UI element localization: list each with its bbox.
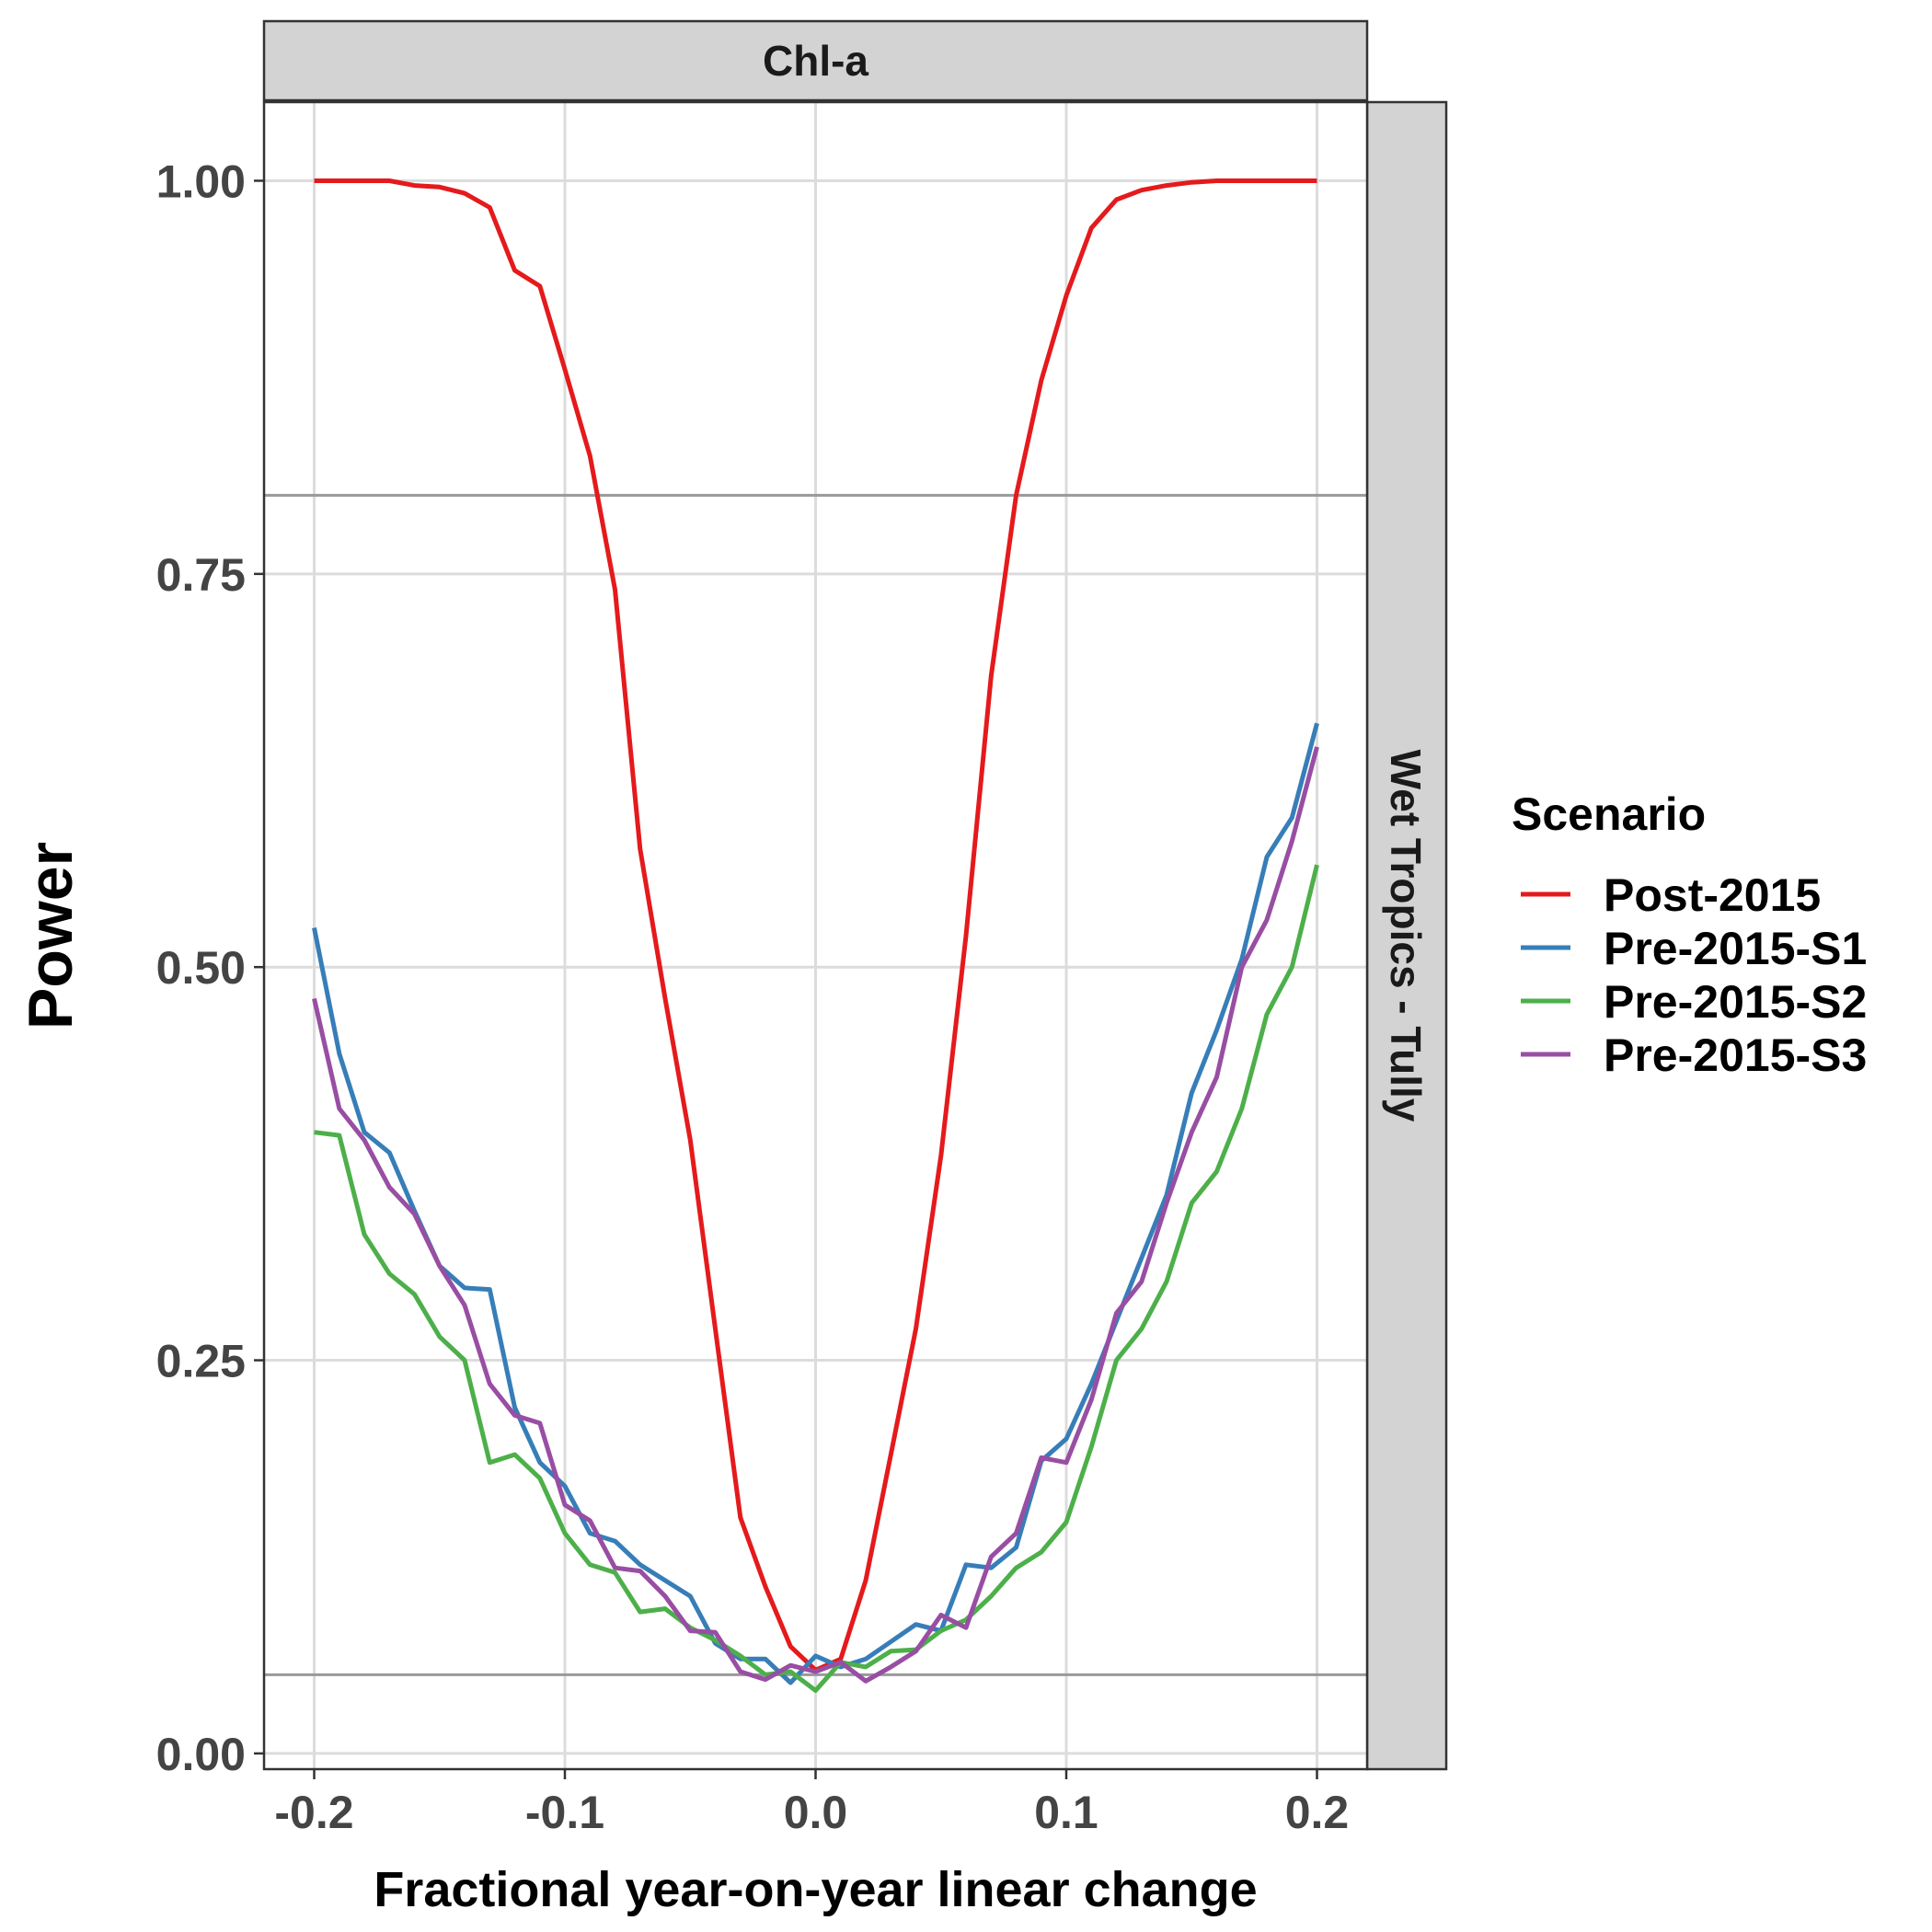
y-tick-label: 1.00 (156, 155, 246, 207)
x-axis-ticks: -0.2 -0.1 0.0 0.1 0.2 (274, 1769, 1349, 1838)
legend-label: Pre-2015-S2 (1604, 976, 1867, 1028)
x-tick-label: -0.2 (274, 1787, 353, 1838)
y-tick-label: 0.25 (156, 1336, 246, 1387)
y-tick-label: 0.50 (156, 942, 246, 994)
series-line-pre-2015-s2 (314, 864, 1319, 1693)
facet-strip-right (1365, 100, 1448, 1771)
x-tick-label: -0.1 (525, 1787, 604, 1838)
facet-label-right: Wet Tropics - Tully (1382, 750, 1430, 1122)
legend: Scenario Post-2015Pre-2015-S1Pre-2015-S2… (1512, 788, 1867, 1081)
x-axis-title: Fractional year-on-year linear change (374, 1862, 1257, 1917)
series-lines (312, 178, 1319, 1693)
legend-label: Post-2015 (1604, 869, 1821, 921)
facet-strip-top (262, 19, 1369, 102)
series-line-pre-2015-s1 (312, 722, 1319, 1685)
legend-title: Scenario (1512, 788, 1706, 840)
series-line-pre-2015-s3 (312, 746, 1319, 1684)
y-axis-ticks: 0.00 0.25 0.50 0.75 1.00 (156, 155, 264, 1780)
legend-label: Pre-2015-S3 (1604, 1029, 1867, 1081)
legend-label: Pre-2015-S1 (1604, 923, 1867, 974)
x-tick-label: 0.0 (784, 1787, 848, 1838)
x-tick-label: 0.2 (1285, 1787, 1350, 1838)
y-tick-label: 0.00 (156, 1729, 246, 1780)
y-tick-label: 0.75 (156, 549, 246, 601)
y-axis-title: Power (16, 842, 86, 1029)
x-tick-label: 0.1 (1034, 1787, 1098, 1838)
grid-lines (264, 102, 1367, 1769)
facet-label-top: Chl-a (763, 37, 868, 85)
reference-lines (264, 493, 1367, 1676)
